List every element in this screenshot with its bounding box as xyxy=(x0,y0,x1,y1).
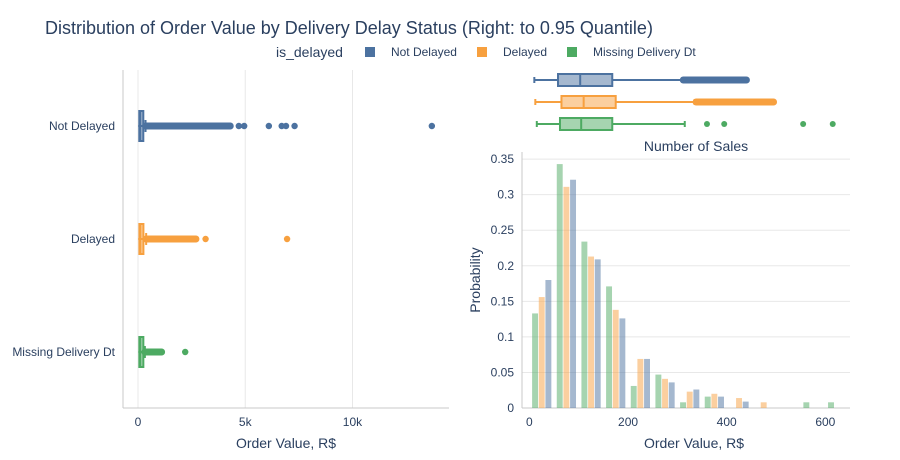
hist-bar-not-delayed xyxy=(619,318,626,408)
margin-box-missing-delivery-dt xyxy=(558,117,614,131)
margin-outlier-missing-delivery-dt xyxy=(829,121,836,127)
left-outlier-delayed xyxy=(283,235,291,243)
hist-bar-delayed xyxy=(612,309,619,408)
left-outlier-delayed xyxy=(202,235,209,243)
hist-x-tick-label: 0 xyxy=(526,415,533,429)
chart-title: Distribution of Order Value by Delivery … xyxy=(45,18,653,38)
hist-bar-delayed xyxy=(538,297,545,408)
hist-bar-delayed xyxy=(588,256,595,408)
hist-y-tick-label: 0.1 xyxy=(497,330,514,344)
hist-y-tick-label: 0.15 xyxy=(491,294,515,308)
left-category-label-not-delayed: Not Delayed xyxy=(49,119,115,133)
hist-x-tick-label: 400 xyxy=(717,415,737,429)
hist-bar-missing-delivery-dt xyxy=(556,164,563,408)
hist-y-tick-label: 0.3 xyxy=(497,188,514,202)
hist-bar-delayed xyxy=(711,393,718,408)
hist-y-tick-label: 0.05 xyxy=(491,365,515,379)
hist-y-axis-title: Probability xyxy=(467,247,483,312)
hist-bar-delayed xyxy=(686,391,693,408)
hist-bar-missing-delivery-dt xyxy=(704,396,711,408)
left-x-tick-label: 5k xyxy=(239,415,253,429)
hist-bar-missing-delivery-dt xyxy=(680,402,686,408)
legend-item-not-delayed[interactable]: Not Delayed xyxy=(364,45,457,59)
left-outlier-not-delayed xyxy=(265,122,273,130)
margin-outlier-missing-delivery-dt xyxy=(703,121,710,127)
left-outlier-missing-delivery-dt xyxy=(181,348,189,356)
legend-swatch-delayed xyxy=(476,47,487,57)
hist-x-tick-label: 600 xyxy=(815,415,835,429)
legend-item-delayed[interactable]: Delayed xyxy=(476,45,548,59)
hist-bar-not-delayed xyxy=(693,389,700,408)
margin-outlier-missing-delivery-dt xyxy=(800,121,807,127)
legend-label-missing: Missing Delivery Dt xyxy=(593,45,696,59)
hist-y-tick-label: 0.2 xyxy=(497,259,514,273)
left-outlier-not-delayed xyxy=(428,122,436,130)
legend-swatch-not-delayed xyxy=(364,47,375,57)
left-outlier-not-delayed xyxy=(291,122,298,130)
margin-box-not-delayed xyxy=(557,73,614,87)
legend-label-not-delayed: Not Delayed xyxy=(390,45,457,59)
hist-bar-delayed xyxy=(563,186,570,408)
hist-bar-missing-delivery-dt xyxy=(655,374,662,408)
hist-bar-missing-delivery-dt xyxy=(803,402,810,408)
left-x-axis-title: Order Value, R$ xyxy=(236,435,336,451)
hist-y-tick-label: 0.35 xyxy=(491,152,515,166)
hist-bar-not-delayed xyxy=(718,396,724,408)
hist-bar-not-delayed xyxy=(644,358,650,408)
hist-y-tick-label: 0 xyxy=(507,401,514,415)
hist-bar-delayed xyxy=(637,358,644,408)
hist-bar-not-delayed xyxy=(668,382,675,408)
legend-label-delayed: Delayed xyxy=(502,45,548,59)
hist-bar-missing-delivery-dt xyxy=(532,313,539,408)
hist-bar-missing-delivery-dt xyxy=(581,241,588,408)
hist-bar-missing-delivery-dt xyxy=(630,385,637,408)
left-outlier-not-delayed xyxy=(240,122,248,130)
hist-bar-delayed xyxy=(736,398,742,408)
hist-bar-missing-delivery-dt xyxy=(828,402,834,408)
margin-box-delayed xyxy=(560,95,617,109)
margin-outlier-missing-delivery-dt xyxy=(721,121,728,127)
hist-x-axis-title: Order Value, R$ xyxy=(644,435,744,451)
legend-item-missing[interactable]: Missing Delivery Dt xyxy=(567,45,696,59)
left-category-label-delayed: Delayed xyxy=(71,232,115,246)
left-outlier-not-delayed xyxy=(282,122,290,130)
hist-bar-missing-delivery-dt xyxy=(606,286,613,408)
hist-bar-not-delayed xyxy=(594,259,601,408)
left-outlier-not-delayed xyxy=(235,122,243,130)
hist-bar-delayed xyxy=(760,402,767,408)
legend: is_delayed Not Delayed Delayed Missing D… xyxy=(276,44,716,60)
hist-title: Number of Sales xyxy=(644,138,748,154)
legend-swatch-missing xyxy=(567,47,578,57)
hist-bar-not-delayed xyxy=(545,280,552,408)
left-category-label-missing-delivery-dt: Missing Delivery Dt xyxy=(12,345,115,359)
left-x-tick-label: 0 xyxy=(135,415,142,429)
hist-bar-delayed xyxy=(662,378,668,408)
hist-y-tick-label: 0.25 xyxy=(491,223,515,237)
hist-bar-not-delayed xyxy=(742,401,749,408)
hist-x-tick-label: 200 xyxy=(618,415,638,429)
legend-title: is_delayed xyxy=(276,44,343,60)
hist-bar-not-delayed xyxy=(570,179,577,408)
left-x-tick-label: 10k xyxy=(343,415,363,429)
